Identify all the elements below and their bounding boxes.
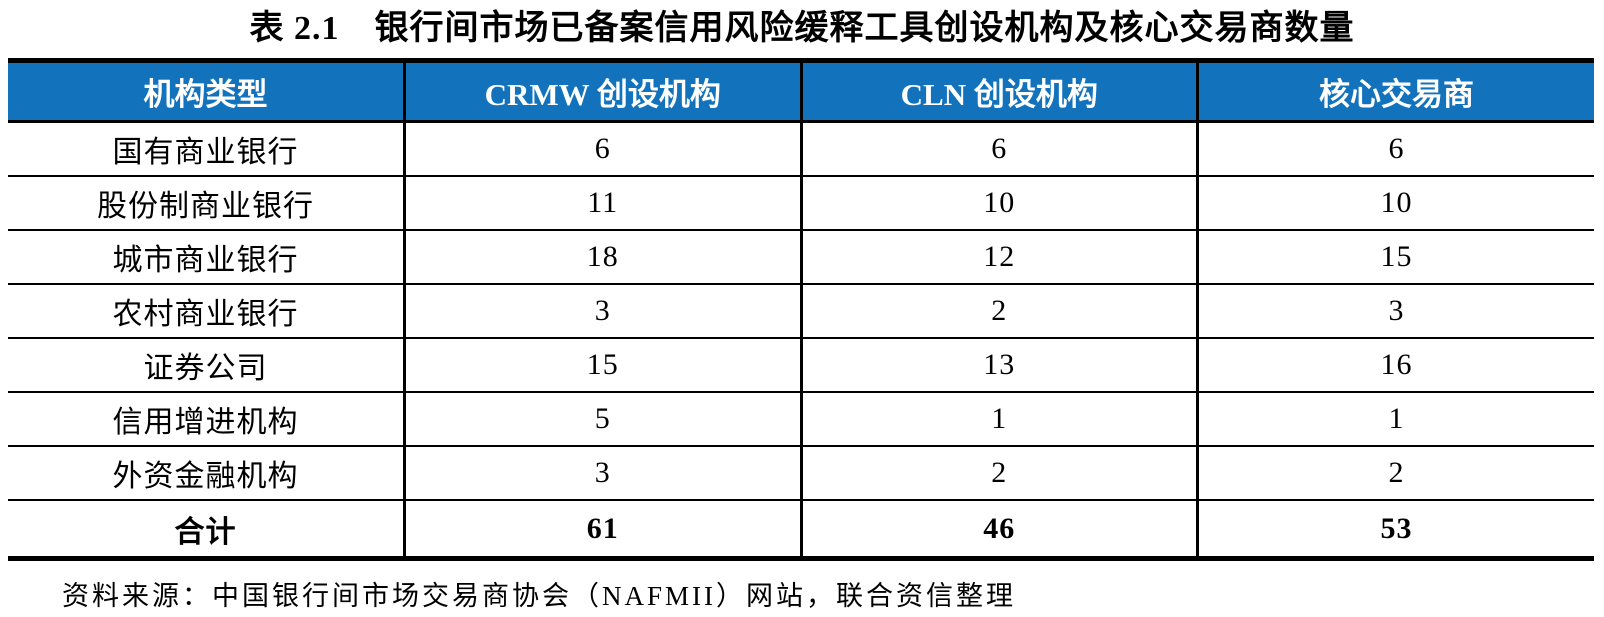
table-row: 外资金融机构 3 2 2: [8, 446, 1594, 501]
header-row: 机构类型 CRMW 创设机构 CLN 创设机构 核心交易商: [8, 60, 1594, 123]
cln-value: 10: [799, 176, 1198, 231]
cln-value: 2: [799, 446, 1198, 501]
crmw-value: 3: [403, 284, 801, 339]
col-header-core-dealers: 核心交易商: [1196, 60, 1594, 123]
table-row: 城市商业银行 18 12 15: [8, 230, 1594, 285]
row-label: 外资金融机构: [8, 446, 405, 501]
crmw-value: 5: [403, 392, 801, 447]
cln-value: 6: [799, 121, 1198, 177]
col-header-crmw-creators: CRMW 创设机构: [403, 60, 801, 123]
core-dealer-value: 53: [1196, 500, 1594, 559]
crmw-value: 6: [403, 121, 801, 177]
core-dealer-value: 3: [1196, 284, 1594, 339]
row-label: 信用增进机构: [8, 392, 405, 447]
col-header-cln-creators: CLN 创设机构: [799, 60, 1198, 123]
core-dealer-value: 1: [1196, 392, 1594, 447]
core-dealer-value: 16: [1196, 338, 1594, 393]
table-row: 信用增进机构 5 1 1: [8, 392, 1594, 447]
source-note: 资料来源：中国银行间市场交易商协会（NAFMII）网站，联合资信整理: [62, 581, 1017, 611]
cln-value: 1: [799, 392, 1198, 447]
core-dealer-value: 2: [1196, 446, 1594, 501]
table-caption: 表 2.1 银行间市场已备案信用风险缓释工具创设机构及核心交易商数量: [249, 10, 1355, 47]
cln-value: 2: [799, 284, 1198, 339]
table-row: 国有商业银行 6 6 6: [8, 121, 1594, 177]
table-row: 农村商业银行 3 2 3: [8, 284, 1594, 339]
crmw-value: 15: [403, 338, 801, 393]
core-dealer-value: 15: [1196, 230, 1594, 285]
core-dealer-value: 10: [1196, 176, 1594, 231]
crmw-value: 3: [403, 446, 801, 501]
row-label: 合计: [174, 515, 237, 549]
core-dealer-value: 6: [1196, 121, 1594, 177]
cln-value: 12: [799, 230, 1198, 285]
col-header-institution-type: 机构类型: [8, 60, 405, 123]
cln-value: 46: [799, 500, 1198, 559]
cln-value: 13: [799, 338, 1198, 393]
row-label: 证券公司: [8, 338, 405, 393]
row-label: 城市商业银行: [8, 230, 405, 285]
crmw-value: 61: [403, 500, 801, 559]
row-label: 农村商业银行: [8, 284, 405, 339]
crmw-value: 18: [403, 230, 801, 285]
row-label: 股份制商业银行: [8, 176, 405, 231]
row-label: 国有商业银行: [8, 121, 405, 177]
table-row: 股份制商业银行 11 10 10: [8, 176, 1594, 231]
crmw-value: 11: [403, 176, 801, 231]
crm-institutions-table: 机构类型 CRMW 创设机构 CLN 创设机构 核心交易商 国有商业银行 6 6…: [8, 58, 1594, 561]
table-row-total: 合计 61 46 53: [8, 500, 1594, 559]
table-row: 证券公司 15 13 16: [8, 338, 1594, 393]
